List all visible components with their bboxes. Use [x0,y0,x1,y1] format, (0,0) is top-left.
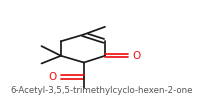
Text: 6-Acetyl-3,5,5-trimethylcyclo-hexen-2-one: 6-Acetyl-3,5,5-trimethylcyclo-hexen-2-on… [10,86,192,95]
Text: O: O [132,51,140,61]
Text: O: O [48,72,56,82]
